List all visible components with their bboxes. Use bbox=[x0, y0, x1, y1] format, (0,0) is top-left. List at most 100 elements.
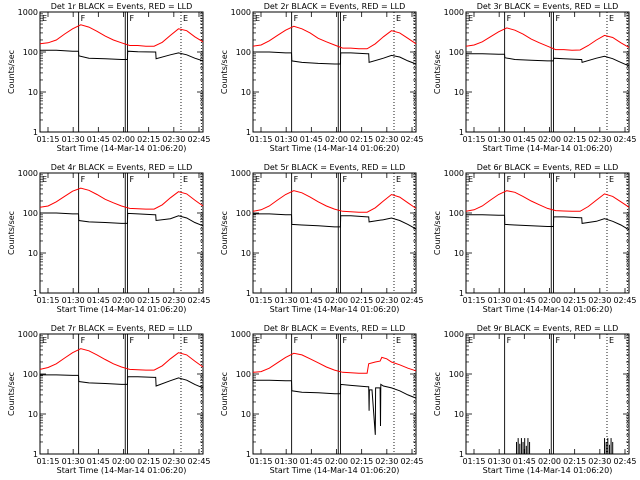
panel-title: Det 5r BLACK = Events, RED = LLD bbox=[264, 163, 406, 172]
x-tick-label: 02:45 bbox=[400, 457, 423, 466]
y-tick-label: 1 bbox=[459, 128, 464, 137]
x-tick-label: 01:45 bbox=[513, 457, 536, 466]
y-axis-label: Counts/sec bbox=[7, 372, 16, 416]
y-tick-label: 1 bbox=[33, 289, 38, 298]
y-tick-label: 100 bbox=[236, 370, 251, 379]
y-axis-label: Counts/sec bbox=[7, 211, 16, 255]
y-tick-label: 1000 bbox=[444, 169, 464, 178]
x-tick-label: 02:45 bbox=[187, 135, 210, 144]
x-axis-label: Start Time (14-Mar-14 01:06:20) bbox=[57, 466, 187, 475]
y-tick-label: 10 bbox=[241, 88, 251, 97]
panel-9: Det 9r BLACK = Events, RED = LLD 1 10 100 10… bbox=[433, 324, 637, 475]
x-tick-label: 01:15 bbox=[462, 296, 485, 305]
x-axis-label: Start Time (14-Mar-14 01:06:20) bbox=[57, 144, 187, 153]
series-lld-line bbox=[39, 24, 204, 47]
y-axis-label: Counts/sec bbox=[433, 372, 442, 416]
series-lld-line bbox=[39, 348, 204, 371]
series-lld-line bbox=[252, 190, 417, 213]
y-axis-label: Counts/sec bbox=[220, 50, 229, 94]
axis-frame bbox=[39, 172, 204, 294]
panel-title: Det 4r BLACK = Events, RED = LLD bbox=[51, 163, 193, 172]
series-lld-line bbox=[252, 25, 417, 50]
x-axis-label: Start Time (14-Mar-14 01:06:20) bbox=[483, 466, 613, 475]
x-tick-label: 02:45 bbox=[187, 296, 210, 305]
series-events-line bbox=[466, 214, 630, 231]
marker-label: F bbox=[343, 336, 348, 345]
panel-2: Det 2r BLACK = Events, RED = LLD 1 10 100 10… bbox=[220, 2, 424, 153]
y-axis-label: Counts/sec bbox=[433, 50, 442, 94]
x-tick-label: 01:30 bbox=[62, 135, 85, 144]
marker-label: E bbox=[609, 336, 614, 345]
y-tick-label: 1000 bbox=[231, 169, 251, 178]
x-axis-label: Start Time (14-Mar-14 01:06:20) bbox=[483, 144, 613, 153]
panel-title: Det 2r BLACK = Events, RED = LLD bbox=[264, 2, 406, 11]
marker-label: E bbox=[609, 14, 614, 23]
x-axis-label: Start Time (14-Mar-14 01:06:20) bbox=[270, 466, 400, 475]
series-events-line bbox=[40, 374, 204, 389]
y-tick-label: 10 bbox=[241, 410, 251, 419]
axis-frame bbox=[465, 172, 630, 294]
marker-label: E bbox=[609, 175, 614, 184]
series-lld-line bbox=[465, 190, 630, 212]
x-tick-label: 02:45 bbox=[400, 296, 423, 305]
x-tick-label: 02:30 bbox=[375, 296, 398, 305]
series-events-line bbox=[466, 53, 630, 67]
axis-frame bbox=[39, 11, 204, 133]
x-tick-label: 01:30 bbox=[275, 135, 298, 144]
y-tick-label: 10 bbox=[454, 249, 464, 258]
marker-label: E bbox=[42, 336, 47, 345]
x-axis-label: Start Time (14-Mar-14 01:06:20) bbox=[57, 305, 187, 314]
x-axis-label: Start Time (14-Mar-14 01:06:20) bbox=[270, 305, 400, 314]
y-tick-label: 100 bbox=[236, 48, 251, 57]
panel-8: Det 8r BLACK = Events, RED = LLD 1 10 100 10… bbox=[220, 324, 424, 475]
x-tick-label: 01:30 bbox=[62, 296, 85, 305]
series-lld-line bbox=[39, 187, 204, 210]
y-tick-label: 100 bbox=[23, 209, 38, 218]
panel-1: Det 1r BLACK = Events, RED = LLD 1 10 100 10… bbox=[7, 2, 211, 153]
panel-title: Det 1r BLACK = Events, RED = LLD bbox=[51, 2, 193, 11]
marker-label: F bbox=[294, 336, 299, 345]
x-tick-label: 01:15 bbox=[462, 135, 485, 144]
x-tick-label: 01:30 bbox=[488, 135, 511, 144]
x-tick-label: 02:15 bbox=[137, 457, 160, 466]
x-tick-label: 02:00 bbox=[538, 457, 561, 466]
series-lld-line bbox=[252, 352, 417, 374]
x-tick-label: 02:45 bbox=[187, 457, 210, 466]
x-tick-label: 01:30 bbox=[488, 296, 511, 305]
marker-label: F bbox=[556, 336, 561, 345]
x-tick-label: 01:45 bbox=[513, 296, 536, 305]
x-tick-label: 01:15 bbox=[36, 296, 59, 305]
y-tick-label: 100 bbox=[236, 209, 251, 218]
y-tick-label: 1000 bbox=[444, 8, 464, 17]
marker-label: F bbox=[81, 14, 86, 23]
marker-label: E bbox=[255, 14, 260, 23]
marker-label: E bbox=[183, 175, 188, 184]
x-tick-label: 02:30 bbox=[588, 135, 611, 144]
marker-label: E bbox=[183, 336, 188, 345]
x-tick-label: 02:15 bbox=[563, 296, 586, 305]
y-tick-label: 1000 bbox=[444, 330, 464, 339]
marker-label: F bbox=[81, 336, 86, 345]
y-tick-label: 10 bbox=[28, 88, 38, 97]
x-tick-label: 01:15 bbox=[249, 135, 272, 144]
y-tick-label: 100 bbox=[23, 370, 38, 379]
marker-label: E bbox=[42, 175, 47, 184]
y-axis-label: Counts/sec bbox=[220, 211, 229, 255]
y-tick-label: 10 bbox=[241, 249, 251, 258]
x-tick-label: 02:30 bbox=[162, 135, 185, 144]
marker-label: E bbox=[468, 336, 473, 345]
x-tick-label: 02:30 bbox=[588, 296, 611, 305]
x-tick-label: 02:30 bbox=[375, 135, 398, 144]
x-tick-label: 02:15 bbox=[563, 135, 586, 144]
y-tick-label: 1000 bbox=[18, 169, 38, 178]
marker-label: E bbox=[468, 175, 473, 184]
y-tick-label: 100 bbox=[449, 209, 464, 218]
y-tick-label: 10 bbox=[28, 249, 38, 258]
y-tick-label: 10 bbox=[454, 410, 464, 419]
y-tick-label: 100 bbox=[449, 370, 464, 379]
x-tick-label: 02:00 bbox=[325, 457, 348, 466]
series-events-line bbox=[253, 51, 417, 65]
x-tick-label: 02:30 bbox=[162, 457, 185, 466]
x-tick-label: 02:15 bbox=[350, 135, 373, 144]
